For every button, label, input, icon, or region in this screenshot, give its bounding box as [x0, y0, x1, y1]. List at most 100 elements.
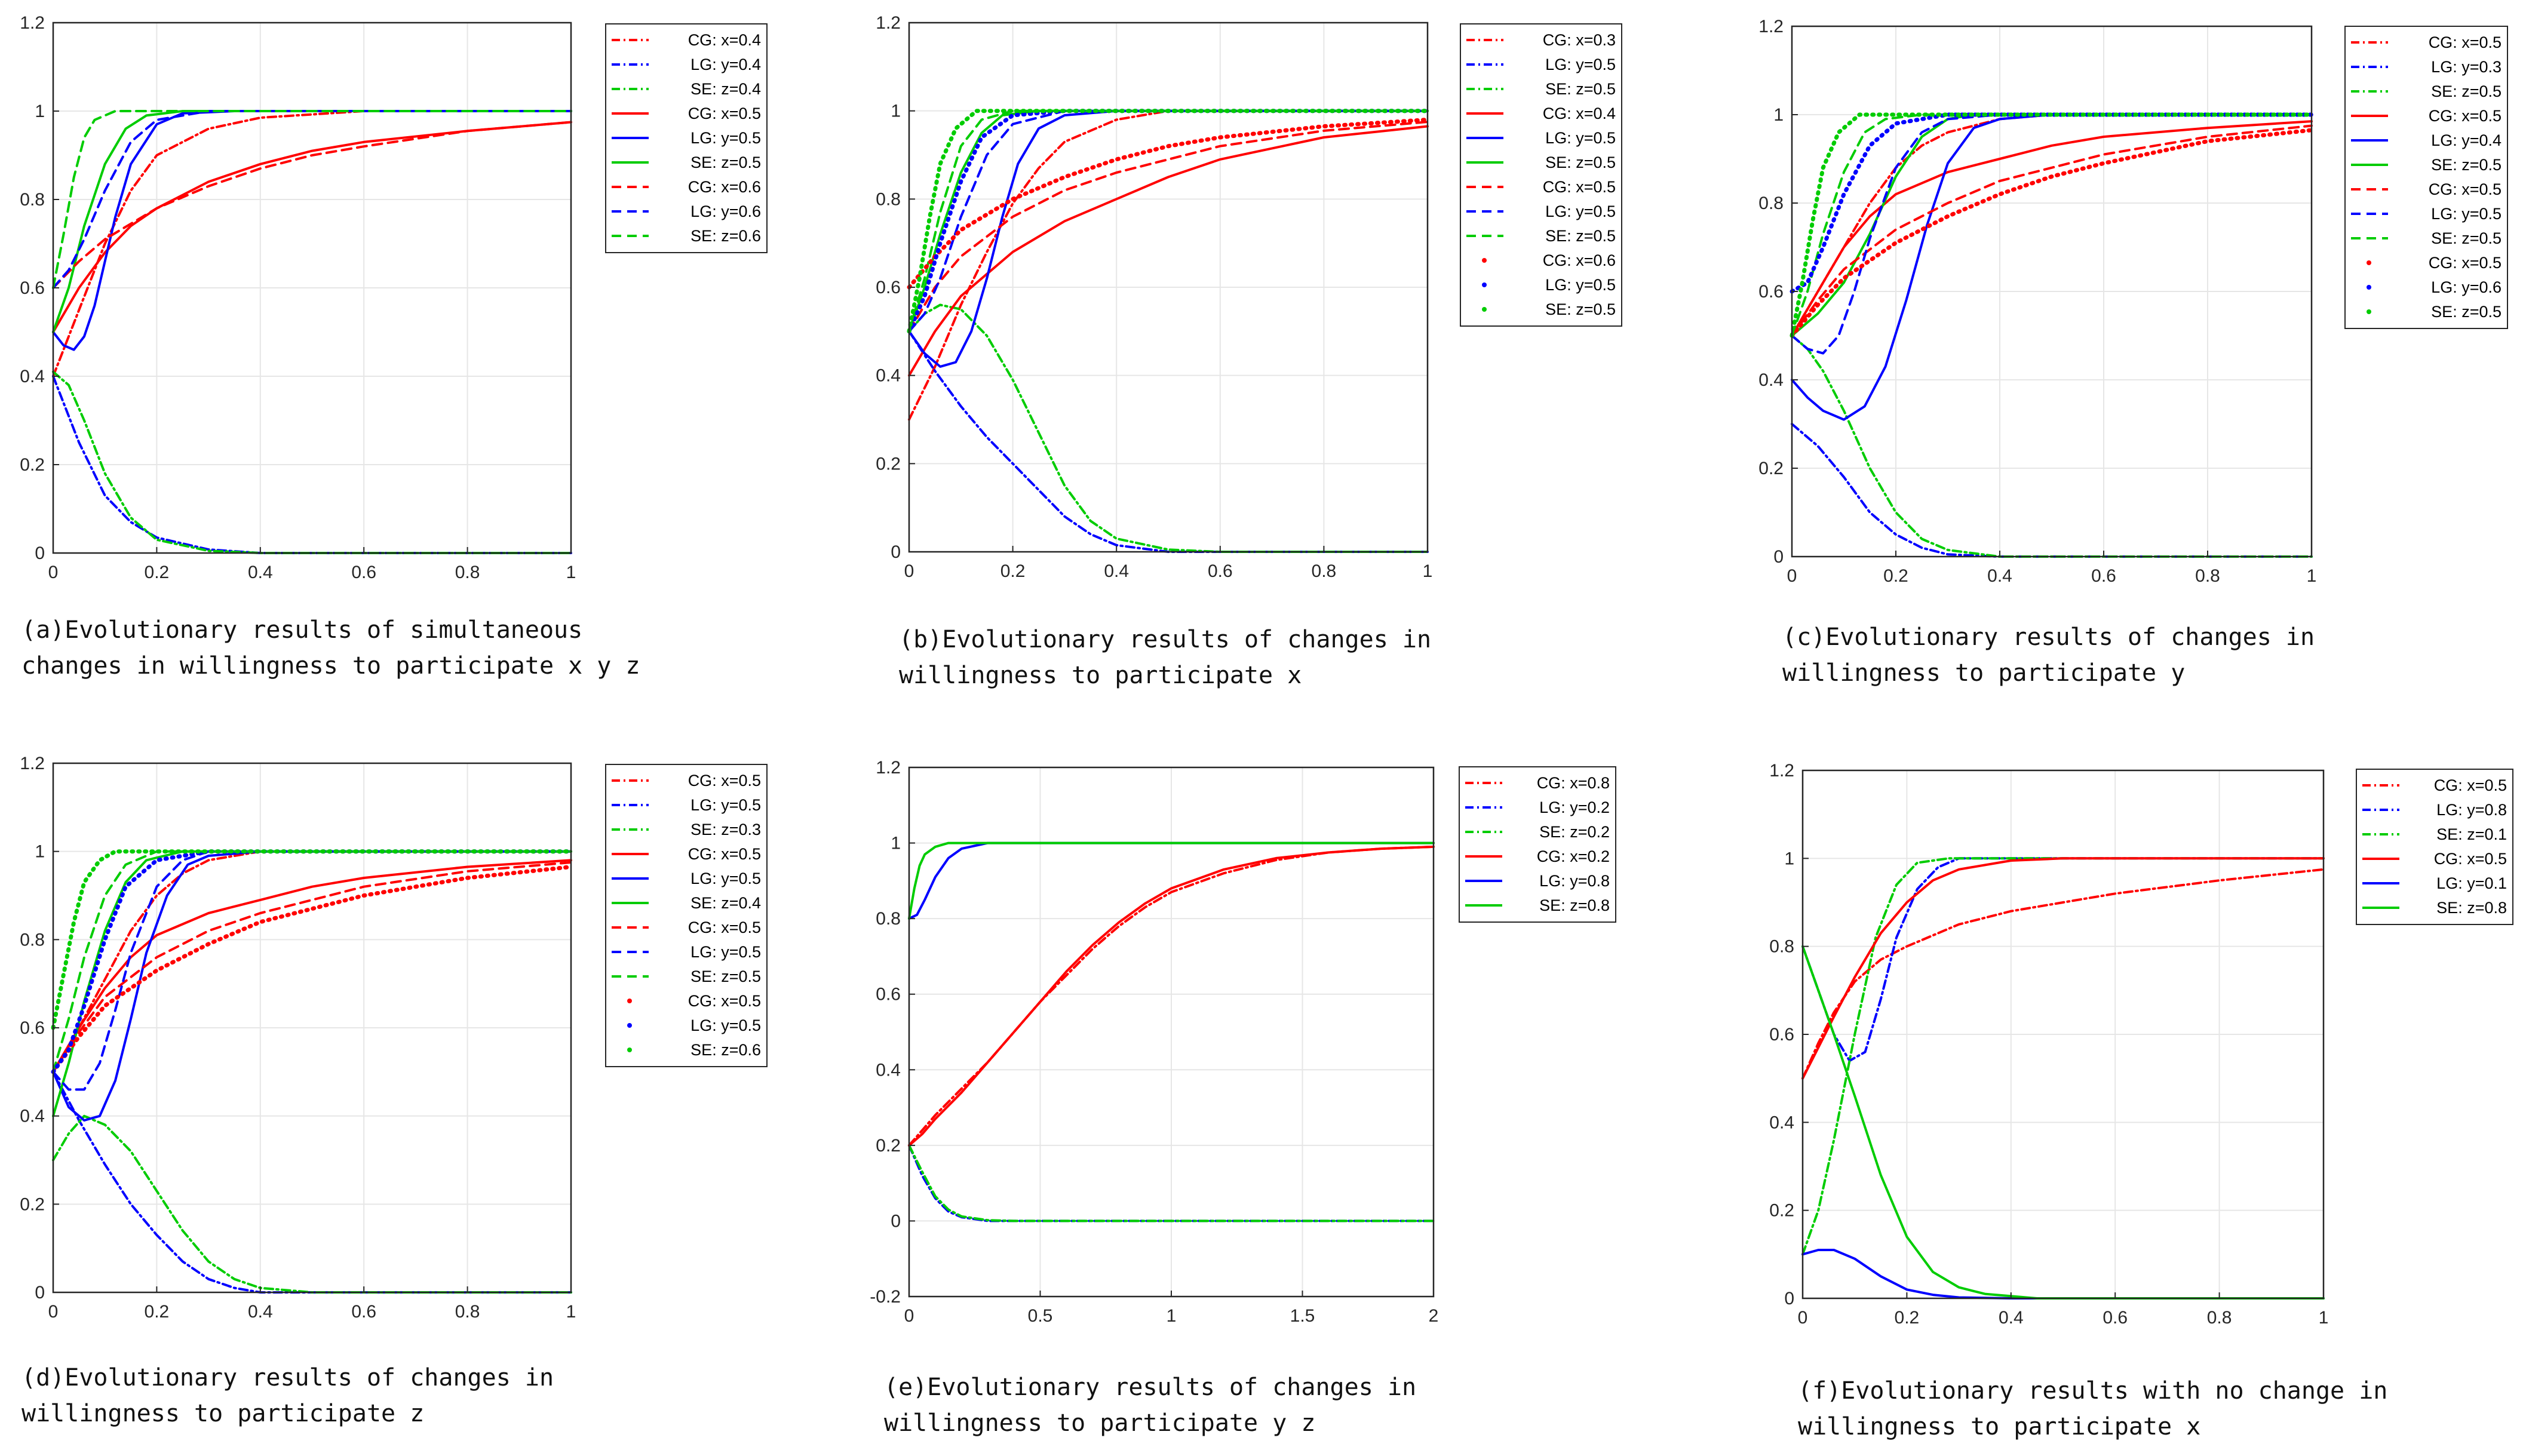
x-tick-label: 0.4: [248, 1302, 273, 1322]
legend-marker-12: [1482, 307, 1487, 312]
series-line-7: [908, 121, 1429, 333]
series-line-12: [907, 109, 1430, 334]
y-tick-label: 0: [35, 1283, 45, 1303]
legend-label-11: LG: y=0.5: [1545, 276, 1616, 294]
y-tick-label: 1: [891, 102, 901, 121]
y-tick-label: 0.2: [876, 1136, 901, 1156]
y-tick-label: 0: [1784, 1289, 1794, 1308]
legend: CG: x=0.3 LG: y=0.5 SE: z=0.5 CG: x=0.4 LG: …: [1460, 23, 1622, 327]
series-line-10: [907, 117, 1430, 290]
x-tick-label: 0: [1787, 566, 1797, 586]
legend-label-2: LG: y=0.8: [2436, 801, 2507, 819]
caption-line-2: willingness to participate x: [899, 662, 1302, 689]
legend-label-1: CG: x=0.5: [2429, 33, 2502, 51]
series-line-3: [908, 303, 1429, 553]
y-tick-label: 0: [891, 1211, 901, 1231]
legend-label-1: CG: x=0.8: [1537, 774, 1610, 792]
legend-label-2: LG: y=0.3: [2431, 58, 2502, 76]
series-line-3: [1801, 857, 2325, 1256]
legend-label-9: SE: z=0.6: [690, 227, 761, 245]
y-tick-label: 0.8: [876, 189, 901, 209]
x-tick-label: 0.6: [1208, 561, 1233, 581]
legend-label-2: LG: y=0.4: [690, 56, 761, 73]
legend-label-4: CG: x=0.5: [688, 105, 761, 122]
series-line-6: [908, 841, 1435, 920]
x-tick-label: 0.4: [1104, 561, 1129, 581]
x-tick-label: 0: [904, 1306, 914, 1326]
series-line-5: [52, 850, 572, 1122]
legend: CG: x=0.8 LG: y=0.2 SE: z=0.2 CG: x=0.2 LG: …: [1459, 766, 1616, 923]
legend: CG: x=0.5 LG: y=0.3 SE: z=0.5 CG: x=0.5 LG: …: [2344, 26, 2508, 329]
chart-panel-e: 0 0.5 1 1.5 2-0.200.20.40.60.811.2CG: x=0.8L…: [870, 758, 1616, 1437]
caption-line-1: (b)Evolutionary results of changes in: [899, 626, 1431, 653]
caption-line-1: (d)Evolutionary results of changes in: [22, 1364, 554, 1392]
y-tick-label: 0.2: [20, 455, 45, 475]
y-tick-label: 0.6: [876, 278, 901, 297]
series-line-12: [1790, 112, 2314, 338]
legend-label-6: SE: z=0.5: [2431, 156, 2502, 174]
legend-marker-10: [1482, 258, 1487, 263]
legend-label-3: SE: z=0.2: [1539, 823, 1610, 841]
x-tick-label: 0.6: [2103, 1308, 2128, 1328]
y-tick-label: 1: [35, 842, 45, 862]
x-tick-label: 0.8: [2195, 566, 2220, 586]
series-line-4: [1791, 120, 2313, 337]
x-tick-label: 0.8: [2207, 1308, 2232, 1328]
legend-label-12: SE: z=0.6: [690, 1041, 761, 1059]
y-tick-label: 0.8: [876, 909, 901, 929]
x-tick-label: 0.5: [1028, 1306, 1053, 1326]
series-line-10: [51, 865, 573, 1074]
legend-box: [2356, 769, 2513, 925]
legend-label-5: LG: y=0.5: [1545, 129, 1616, 147]
y-tick-label: 0.4: [1769, 1113, 1794, 1132]
x-tick-label: 1.5: [1290, 1306, 1315, 1326]
x-tick-label: 0: [48, 563, 59, 582]
y-tick-label: 1.2: [1758, 17, 1784, 36]
legend: CG: x=0.5 LG: y=0.8 SE: z=0.1 CG: x=0.5 LG: …: [2356, 769, 2513, 925]
y-tick-label: 1.2: [20, 13, 45, 33]
x-tick-label: 1: [2319, 1308, 2329, 1328]
caption-line-1: (e)Evolutionary results of changes in: [884, 1374, 1416, 1401]
x-tick-label: 0.6: [351, 563, 376, 582]
x-tick-label: 1: [1423, 561, 1433, 581]
legend-label-11: LG: y=0.5: [690, 1016, 761, 1034]
legend-label-6: SE: z=0.8: [1539, 896, 1610, 914]
legend-box: [1459, 766, 1616, 923]
legend-box: [605, 764, 768, 1067]
series-line-1: [908, 109, 1429, 421]
y-tick-label: 0: [1773, 547, 1784, 567]
legend-label-4: CG: x=0.5: [2434, 850, 2507, 868]
legend-label-8: LG: y=0.5: [1545, 202, 1616, 220]
x-tick-label: 0: [48, 1302, 59, 1322]
y-tick-label: 1.2: [876, 13, 901, 33]
y-tick-label: 0.6: [876, 985, 901, 1005]
y-tick-label: -0.2: [870, 1287, 901, 1307]
legend-label-4: CG: x=0.4: [1543, 105, 1616, 122]
legend-label-4: CG: x=0.2: [1537, 847, 1610, 865]
legend-label-7: CG: x=0.5: [1543, 178, 1616, 196]
x-tick-label: 0.2: [145, 563, 170, 582]
legend-label-8: LG: y=0.5: [2431, 205, 2502, 223]
legend-box: [1460, 23, 1622, 327]
y-tick-label: 1.2: [20, 754, 45, 773]
y-tick-label: 0.8: [1769, 937, 1794, 957]
y-tick-label: 1.2: [1769, 761, 1794, 781]
y-tick-label: 1: [1773, 105, 1784, 125]
y-tick-label: 0.2: [20, 1194, 45, 1214]
series-line-4: [908, 125, 1429, 377]
y-tick-label: 0.8: [20, 930, 45, 950]
legend-label-10: CG: x=0.5: [688, 992, 761, 1010]
series-line-4: [908, 845, 1435, 1147]
x-tick-label: 1: [1167, 1306, 1177, 1326]
legend: CG: x=0.5 LG: y=0.5 SE: z=0.3 CG: x=0.5 LG: …: [605, 764, 768, 1067]
legend-label-9: SE: z=0.5: [690, 967, 761, 985]
series-line-1: [52, 110, 572, 377]
x-tick-label: 2: [1429, 1306, 1439, 1326]
chart-panel-d: 0 0.2 0.4 0.6 0.8 1 0 0.2 0.4 0.6 0.8 1 1.2 CG: x=0.5…: [20, 754, 768, 1427]
legend-label-8: LG: y=0.5: [690, 943, 761, 961]
legend-label-5: LG: y=0.4: [2431, 131, 2502, 149]
x-tick-label: 1: [2307, 566, 2317, 586]
series-line-3: [52, 1114, 572, 1294]
legend-label-10: CG: x=0.6: [1543, 251, 1616, 269]
series-line-1: [52, 850, 572, 1073]
